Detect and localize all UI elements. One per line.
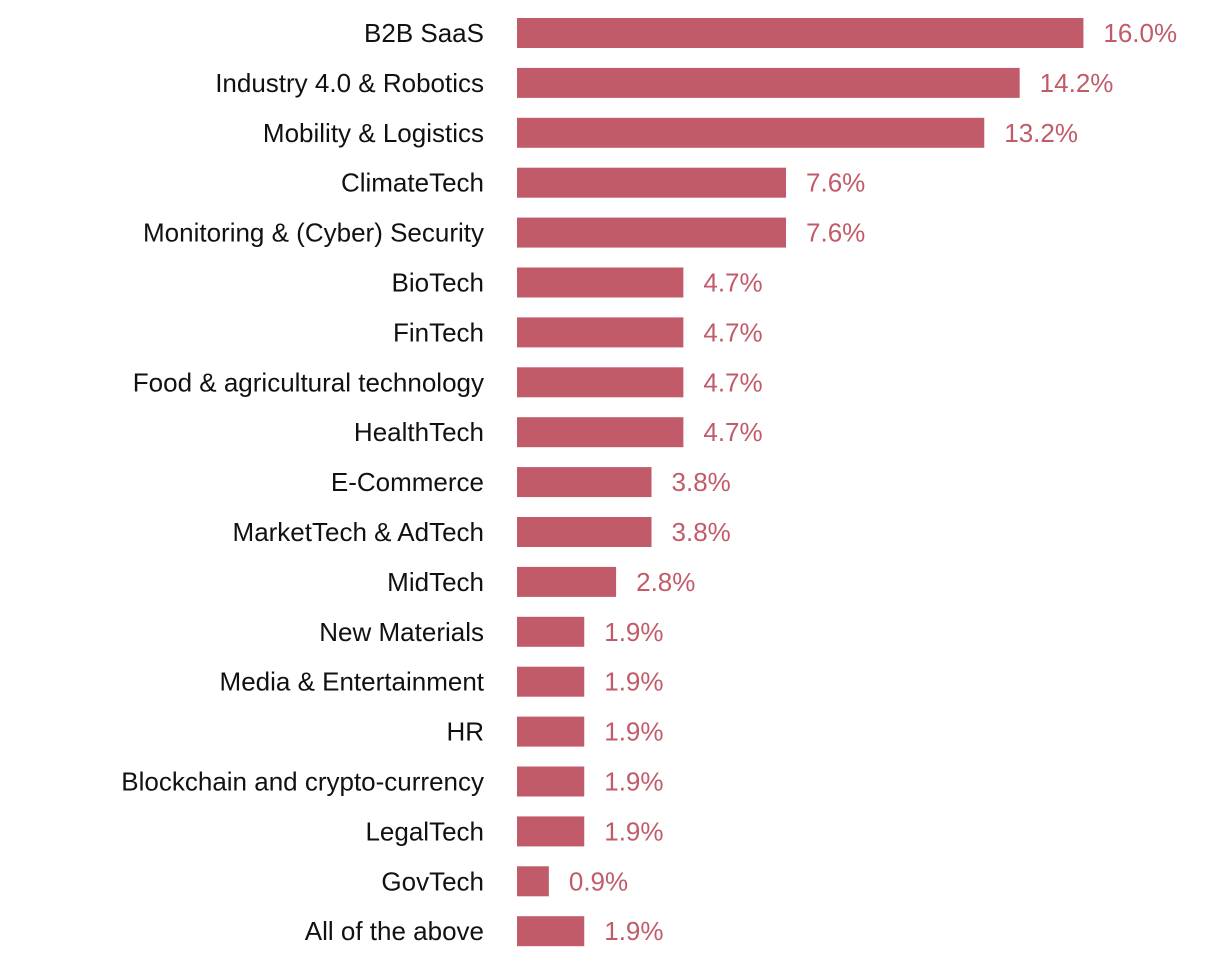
category-label: HR	[446, 717, 484, 747]
category-label: Blockchain and crypto-currency	[121, 767, 484, 797]
category-label: GovTech	[381, 866, 484, 896]
value-labels: 16.0% 14.2% 13.2% 7.6% 7.6% 4.7% 4.7% 4.7% 4.7% 3…	[569, 18, 1177, 946]
value-label: 2.8%	[636, 567, 695, 597]
bar	[517, 18, 1084, 48]
value-label: 7.6%	[806, 218, 865, 248]
bar	[517, 666, 585, 697]
category-label: Food & agricultural technology	[133, 367, 484, 397]
category-labels: B2B SaaS Industry 4.0 & Robotics Mobility …	[121, 18, 484, 946]
value-label: 13.2%	[1004, 118, 1078, 148]
bar	[517, 367, 684, 398]
bar	[517, 716, 585, 747]
value-label: 0.9%	[569, 866, 628, 896]
value-label: 14.2%	[1040, 68, 1114, 98]
value-label: 4.7%	[703, 367, 762, 397]
category-label: B2B SaaS	[364, 18, 484, 48]
value-label: 7.6%	[806, 168, 865, 198]
value-label: 1.9%	[604, 667, 663, 697]
category-label: BioTech	[392, 268, 485, 298]
bar	[517, 517, 652, 547]
category-label: All of the above	[305, 916, 484, 946]
bar	[517, 916, 585, 947]
value-label: 1.9%	[604, 767, 663, 797]
value-label: 4.7%	[703, 317, 762, 347]
bar	[517, 217, 787, 248]
bar	[517, 816, 585, 847]
bar	[517, 317, 684, 348]
value-label: 1.9%	[604, 816, 663, 846]
category-label: HealthTech	[354, 417, 484, 447]
value-label: 1.9%	[604, 916, 663, 946]
category-label: Mobility & Logistics	[263, 118, 484, 148]
bar	[517, 616, 585, 647]
category-label: Industry 4.0 & Robotics	[215, 68, 484, 98]
value-label: 1.9%	[604, 717, 663, 747]
category-label: MidTech	[387, 567, 484, 597]
value-label: 1.9%	[604, 617, 663, 647]
bar	[517, 117, 985, 148]
category-label: LegalTech	[365, 816, 484, 846]
bar	[517, 417, 684, 448]
category-label: Media & Entertainment	[220, 667, 485, 697]
bars	[517, 18, 1084, 947]
bar	[517, 67, 1020, 98]
category-label: ClimateTech	[341, 168, 484, 198]
category-label: MarketTech & AdTech	[233, 517, 484, 547]
bar	[517, 766, 585, 797]
value-label: 3.8%	[672, 517, 731, 547]
bar	[517, 566, 617, 597]
category-label: E-Commerce	[331, 467, 484, 497]
value-label: 4.7%	[703, 268, 762, 298]
category-label: Monitoring & (Cyber) Security	[143, 218, 484, 248]
bar	[517, 167, 787, 198]
category-label: New Materials	[319, 617, 484, 647]
bar	[517, 866, 549, 897]
value-label: 3.8%	[672, 467, 731, 497]
bar	[517, 467, 652, 498]
value-label: 4.7%	[703, 417, 762, 447]
value-label: 16.0%	[1103, 18, 1177, 48]
bar	[517, 267, 684, 298]
category-label: FinTech	[393, 317, 484, 347]
